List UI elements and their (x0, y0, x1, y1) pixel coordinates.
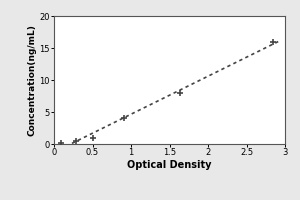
Y-axis label: Concentration(ng/mL): Concentration(ng/mL) (28, 24, 37, 136)
X-axis label: Optical Density: Optical Density (127, 160, 212, 170)
